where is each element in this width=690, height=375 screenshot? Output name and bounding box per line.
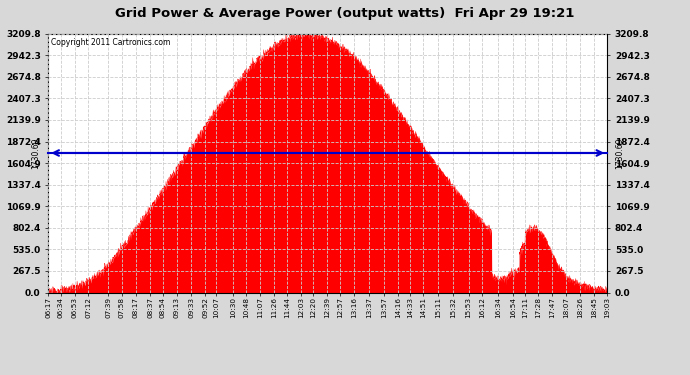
Text: 1730.69: 1730.69 xyxy=(31,137,40,169)
Text: 1730.69: 1730.69 xyxy=(615,137,624,169)
Text: Copyright 2011 Cartronics.com: Copyright 2011 Cartronics.com xyxy=(51,38,170,46)
Text: Grid Power & Average Power (output watts)  Fri Apr 29 19:21: Grid Power & Average Power (output watts… xyxy=(115,8,575,21)
